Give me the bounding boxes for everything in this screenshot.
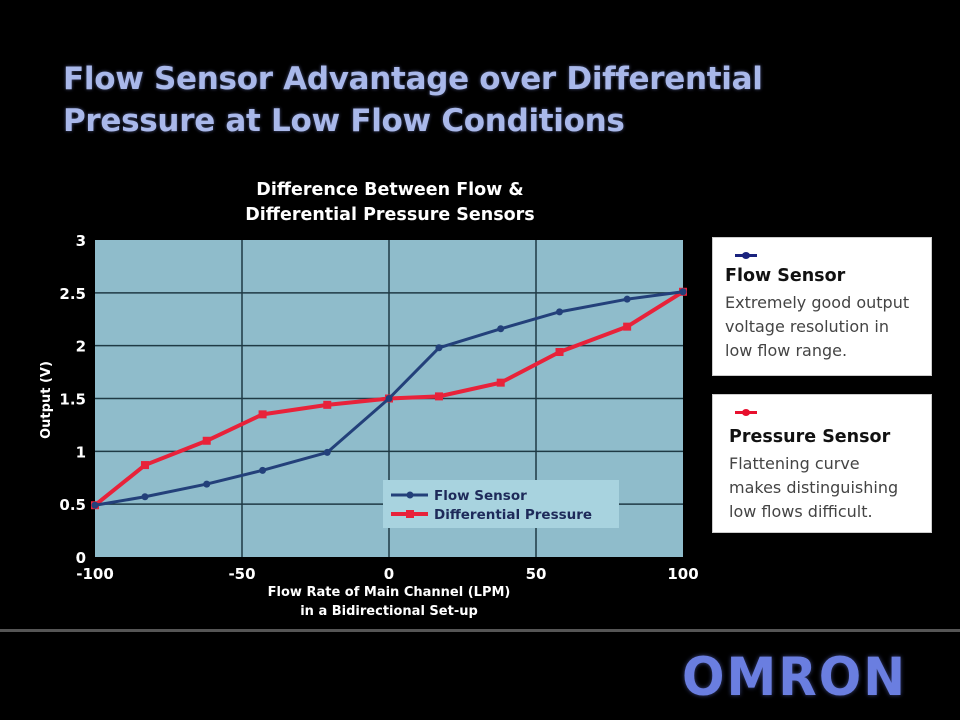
x-tick-label: -100 xyxy=(76,565,114,583)
slide-title: Flow Sensor Advantage over Differential … xyxy=(63,58,923,142)
y-tick-label: 1 xyxy=(76,443,86,461)
data-point-marker xyxy=(496,378,505,387)
x-axis-title-line-1: Flow Rate of Main Channel (LPM) xyxy=(268,585,511,600)
legend-box xyxy=(383,480,619,528)
x-axis-ticks: -100 -50 0 50 100 xyxy=(76,565,698,583)
x-axis-title-line-2: in a Bidirectional Set-up xyxy=(300,604,478,619)
data-point-marker xyxy=(203,480,211,488)
flow-sensor-marker-icon xyxy=(735,252,757,259)
x-tick-label: 100 xyxy=(667,565,698,583)
data-point-marker xyxy=(556,308,564,316)
chart-title-line-1: Difference Between Flow & xyxy=(256,180,524,200)
flow-sensor-info-box: Flow Sensor Extremely good output voltag… xyxy=(712,237,932,376)
data-point-marker xyxy=(141,493,149,501)
data-point-marker xyxy=(623,322,632,331)
legend-label: Differential Pressure xyxy=(434,507,592,523)
y-axis-title: Output (V) xyxy=(39,361,54,439)
y-axis-ticks: 0 0.5 1 1.5 2 2.5 3 xyxy=(59,232,86,567)
legend-label: Flow Sensor xyxy=(434,488,527,504)
flow-sensor-series xyxy=(91,288,687,509)
data-point-marker xyxy=(623,295,631,303)
data-point-marker xyxy=(323,400,332,409)
data-point-marker xyxy=(91,501,99,509)
info-box-line: Extremely good output xyxy=(725,293,910,312)
data-point-marker xyxy=(323,448,331,456)
data-point-marker xyxy=(258,410,267,419)
chart-title: Difference Between Flow & Differential P… xyxy=(150,178,630,228)
data-point-marker xyxy=(555,348,564,357)
x-tick-label: -50 xyxy=(228,565,255,583)
info-box-line: low flows difficult. xyxy=(729,502,873,521)
info-box-line: low flow range. xyxy=(725,341,848,360)
omron-logo: OMRON xyxy=(682,646,908,708)
footer-divider xyxy=(0,629,960,632)
data-point-marker xyxy=(202,436,211,445)
info-box-body: Flattening curve makes distinguishing lo… xyxy=(729,452,898,524)
info-box-body: Extremely good output voltage resolution… xyxy=(725,291,909,363)
data-series xyxy=(91,287,687,510)
data-point-marker xyxy=(435,344,443,352)
x-tick-label: 0 xyxy=(384,565,394,583)
y-tick-label: 3 xyxy=(76,232,86,250)
slide-title-line-1: Flow Sensor Advantage over Differential xyxy=(63,61,763,97)
info-box-title: Pressure Sensor xyxy=(729,427,891,447)
y-tick-label: 0 xyxy=(76,549,86,567)
x-tick-label: 50 xyxy=(526,565,547,583)
data-point-marker xyxy=(385,395,393,402)
y-tick-label: 0.5 xyxy=(59,496,86,514)
data-point-marker xyxy=(434,392,443,401)
data-point-marker xyxy=(259,466,267,474)
y-tick-label: 1.5 xyxy=(59,391,86,409)
chart-title-line-2: Differential Pressure Sensors xyxy=(245,205,535,225)
info-box-line: Flattening curve xyxy=(729,454,860,473)
slide-title-line-2: Pressure at Low Flow Conditions xyxy=(63,103,625,139)
chart-legend: Flow Sensor Differential Pressure xyxy=(383,480,619,528)
info-box-title: Flow Sensor xyxy=(725,266,846,286)
y-tick-label: 2.5 xyxy=(59,285,86,303)
data-point-marker xyxy=(140,461,149,470)
data-point-marker xyxy=(497,325,505,333)
info-box-line: voltage resolution in xyxy=(725,317,889,336)
y-tick-label: 2 xyxy=(76,338,86,356)
data-point-marker xyxy=(679,288,687,296)
pressure-sensor-marker-icon xyxy=(735,409,757,416)
pressure-sensor-info-box: Pressure Sensor Flattening curve makes d… xyxy=(712,394,932,533)
info-box-line: makes distinguishing xyxy=(729,478,899,497)
